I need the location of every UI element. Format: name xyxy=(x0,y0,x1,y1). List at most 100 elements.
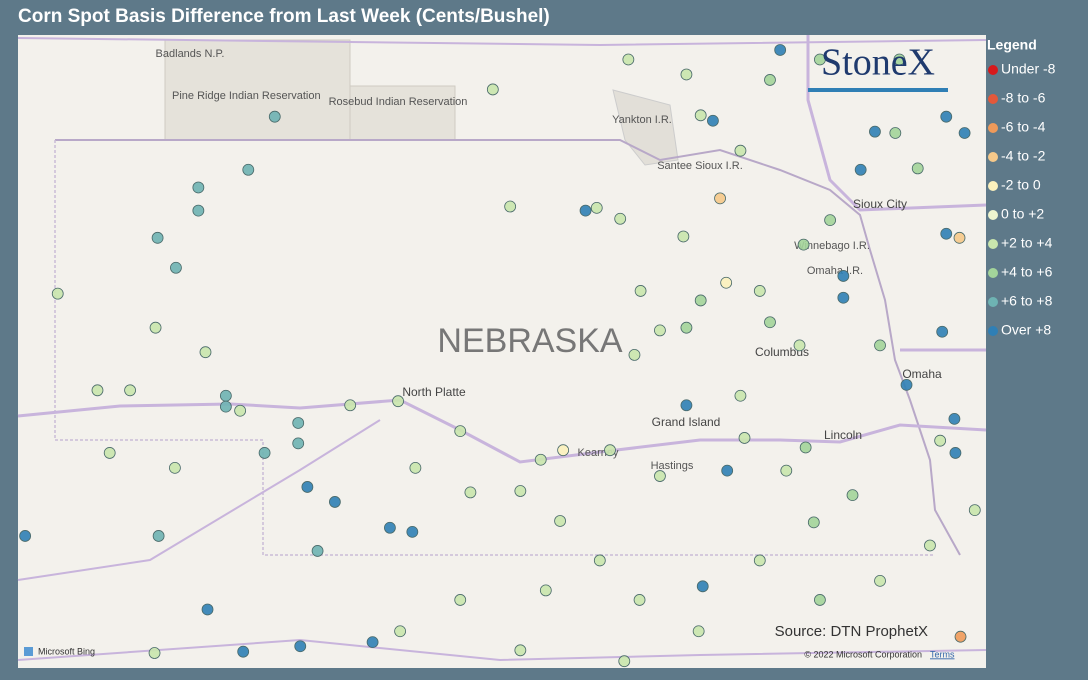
location-point xyxy=(590,201,603,214)
location-point xyxy=(292,417,305,429)
location-point xyxy=(409,461,422,474)
title: Corn Spot Basis Difference from Last Wee… xyxy=(18,6,550,27)
location-point xyxy=(199,346,212,359)
location-point xyxy=(677,230,690,243)
location-point xyxy=(633,594,646,606)
interstate xyxy=(17,419,381,581)
location-point xyxy=(149,321,162,334)
legend-label: +4 to +6 xyxy=(1001,264,1053,280)
location-point xyxy=(557,444,570,457)
legend-label: Under -8 xyxy=(1001,61,1056,77)
legend-swatch xyxy=(988,210,998,220)
place-label: Badlands N.P. xyxy=(156,48,225,60)
location-point xyxy=(628,349,641,361)
location-point xyxy=(169,461,181,474)
location-point xyxy=(19,530,32,542)
location-point xyxy=(201,603,214,616)
terms-link[interactable]: Terms xyxy=(930,649,955,659)
legend-label: +2 to +4 xyxy=(1001,235,1053,251)
legend-label: -2 to 0 xyxy=(1001,177,1041,193)
location-point xyxy=(311,545,324,557)
location-point xyxy=(948,412,961,425)
interstate xyxy=(17,638,987,662)
legend-swatch xyxy=(988,297,998,307)
location-point xyxy=(738,432,751,444)
legend-label: +6 to +8 xyxy=(1001,293,1053,309)
location-point xyxy=(622,53,635,66)
location-point xyxy=(604,444,616,457)
location-point xyxy=(854,163,867,176)
legend-title: Legend xyxy=(987,37,1037,53)
location-point xyxy=(614,212,627,225)
map-provider: Microsoft Bing xyxy=(38,646,95,656)
location-point xyxy=(152,530,165,542)
location-point xyxy=(294,640,307,653)
legend-label: -8 to -6 xyxy=(1001,90,1046,106)
location-point xyxy=(464,486,477,499)
location-point xyxy=(103,447,116,459)
location-point xyxy=(514,644,527,657)
reservation-area xyxy=(164,39,351,141)
location-point xyxy=(654,324,666,337)
location-point xyxy=(579,204,592,217)
location-point xyxy=(344,399,357,412)
location-point xyxy=(301,481,314,493)
legend-swatch xyxy=(988,152,998,162)
location-point xyxy=(328,496,341,508)
place-label: Pine Ridge Indian Reservation xyxy=(172,90,321,102)
map: Badlands N.P. Pine Ridge Indian Reservat… xyxy=(17,35,987,668)
location-point xyxy=(874,339,886,352)
location-point xyxy=(696,580,709,593)
location-point xyxy=(934,434,947,447)
location-point xyxy=(454,594,467,606)
location-point xyxy=(219,400,232,413)
interstate xyxy=(806,35,987,212)
location-point xyxy=(714,192,726,205)
legend-swatch xyxy=(988,326,998,336)
location-point xyxy=(889,127,902,139)
place-label: Winnebago I.R. xyxy=(794,240,870,252)
location-point xyxy=(692,625,705,638)
location-point xyxy=(940,110,953,123)
logo: StoneX xyxy=(821,42,935,84)
location-point xyxy=(958,127,971,139)
location-point xyxy=(618,655,631,668)
location-point xyxy=(911,162,924,175)
location-point xyxy=(799,441,812,454)
location-point xyxy=(486,83,499,96)
location-point xyxy=(824,214,837,227)
location-point xyxy=(900,378,913,391)
location-point xyxy=(258,447,271,459)
legend-label: Over +8 xyxy=(1001,322,1051,338)
location-point xyxy=(780,464,793,477)
legend-label: -4 to -2 xyxy=(1001,148,1046,164)
location-point xyxy=(793,339,806,352)
legend-swatch xyxy=(988,94,998,104)
place-label: Sioux City xyxy=(853,197,907,211)
location-point xyxy=(764,74,776,86)
location-point xyxy=(124,384,136,397)
location-point xyxy=(654,470,666,482)
location-point xyxy=(954,630,967,643)
location-point xyxy=(940,227,953,240)
place-label: Grand Island xyxy=(652,415,721,429)
location-point xyxy=(504,200,517,213)
place-label: Yankton I.R. xyxy=(612,114,672,126)
location-point xyxy=(968,504,981,516)
location-point xyxy=(292,437,305,450)
location-point xyxy=(753,285,766,297)
location-point xyxy=(949,447,962,459)
location-point xyxy=(869,125,881,138)
interstate xyxy=(17,37,987,47)
state-border xyxy=(54,140,935,556)
location-point xyxy=(680,68,693,81)
location-point xyxy=(394,625,407,638)
location-point xyxy=(593,554,606,567)
place-label: Santee Sioux I.R. xyxy=(657,160,743,172)
copyright: © 2022 Microsoft Corporation xyxy=(804,649,922,659)
location-point xyxy=(91,384,104,397)
location-point xyxy=(721,464,734,477)
location-point xyxy=(814,53,826,66)
